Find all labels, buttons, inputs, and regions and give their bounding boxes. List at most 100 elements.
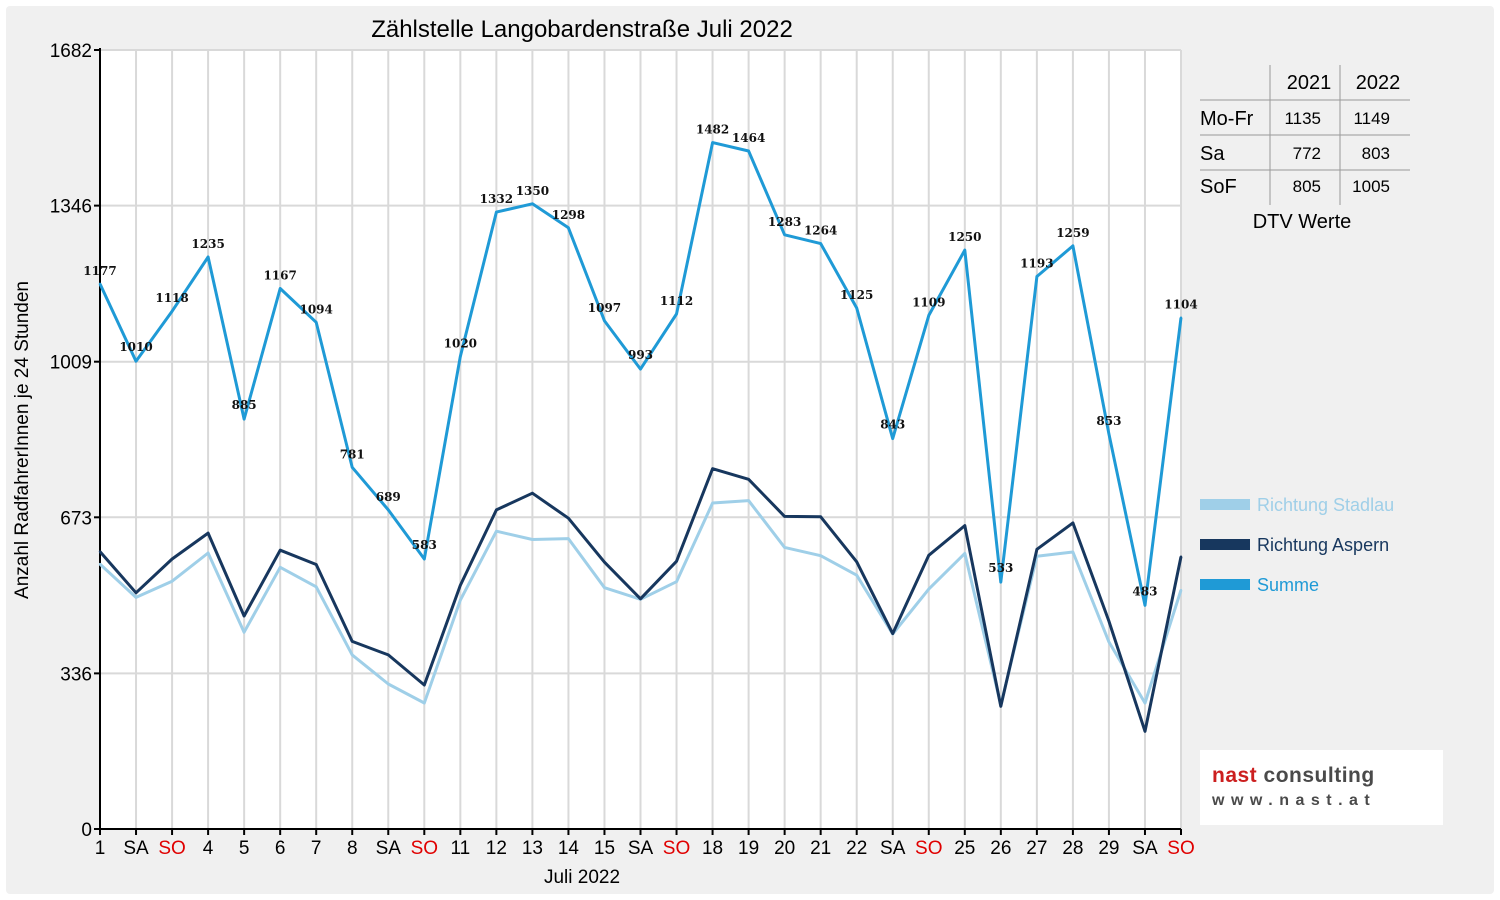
legend: Richtung Stadlau Richtung Aspern Summe xyxy=(1200,495,1394,595)
legend-label: Summe xyxy=(1257,575,1319,595)
x-tick-labels: 1 SA SO 4 5 6 7 8 SA SO 11 12 13 14 15 SA SO 18 19 20 21 22 SA… xyxy=(95,838,1195,859)
data-point-richtung-stadlau xyxy=(819,554,822,557)
data-point-richtung-stadlau xyxy=(206,551,210,555)
data-label: 1332 xyxy=(480,192,513,206)
table-cell: 1005 xyxy=(1352,177,1390,196)
data-point-summe xyxy=(423,557,426,561)
table-cell: 1149 xyxy=(1353,109,1390,128)
data-point-summe xyxy=(675,312,678,316)
x-tick-label: 14 xyxy=(558,838,580,859)
data-point-richtung-stadlau xyxy=(495,530,498,533)
data-label: 1193 xyxy=(1020,256,1053,270)
data-label: 583 xyxy=(412,538,437,552)
data-label: 853 xyxy=(1096,414,1121,428)
data-point-richtung-aspern xyxy=(495,508,498,512)
data-point-richtung-aspern xyxy=(999,705,1003,708)
x-tick-label: 4 xyxy=(203,838,214,859)
x-tick-label: SO xyxy=(158,838,185,859)
data-point-summe xyxy=(170,310,174,313)
data-point-richtung-aspern xyxy=(1143,730,1147,733)
data-point-richtung-stadlau xyxy=(1143,701,1147,705)
data-label: 1094 xyxy=(299,302,332,316)
data-point-richtung-aspern xyxy=(855,560,858,563)
data-point-richtung-stadlau xyxy=(459,599,462,602)
data-point-summe xyxy=(1107,432,1111,436)
x-tick-label: 6 xyxy=(275,838,286,859)
series-lines xyxy=(98,141,1183,733)
data-label: 1010 xyxy=(119,340,152,354)
data-point-summe xyxy=(98,282,102,286)
data-point-richtung-aspern xyxy=(675,560,678,563)
data-point-richtung-stadlau xyxy=(242,630,246,634)
x-tick-label: 26 xyxy=(990,838,1011,859)
data-point-richtung-aspern xyxy=(387,653,390,657)
x-tick-label: SA xyxy=(628,838,654,859)
table-row-label: Sa xyxy=(1200,143,1225,165)
data-point-summe xyxy=(1143,604,1147,607)
data-point-richtung-stadlau xyxy=(98,562,102,566)
x-axis-label: Juli 2022 xyxy=(544,867,620,888)
legend-label: Richtung Aspern xyxy=(1257,535,1389,555)
x-tick-label: 13 xyxy=(522,838,543,859)
axes xyxy=(94,48,1182,835)
data-label: 483 xyxy=(1132,584,1157,598)
data-point-richtung-aspern xyxy=(783,515,786,518)
data-point-richtung-aspern xyxy=(1179,555,1183,558)
table-cell: 805 xyxy=(1293,177,1321,196)
table-row-label: Mo-Fr xyxy=(1200,108,1254,130)
data-point-richtung-stadlau xyxy=(387,682,390,686)
data-point-summe xyxy=(639,367,642,371)
horizontal-gridlines xyxy=(100,49,1181,675)
x-tick-label: SO xyxy=(915,838,942,859)
data-point-richtung-aspern xyxy=(1071,521,1075,525)
data-point-richtung-stadlau xyxy=(711,501,714,505)
data-point-summe xyxy=(495,210,498,214)
data-point-richtung-aspern xyxy=(963,524,966,527)
data-point-richtung-stadlau xyxy=(1071,550,1075,554)
data-point-richtung-aspern xyxy=(567,517,570,520)
data-point-summe xyxy=(1035,275,1039,278)
data-point-richtung-aspern xyxy=(531,492,534,495)
legend-swatch xyxy=(1200,579,1250,590)
x-tick-label: 25 xyxy=(954,838,975,859)
data-label: 993 xyxy=(628,348,653,362)
data-label: 1167 xyxy=(263,269,296,283)
x-tick-label: SA xyxy=(880,838,906,859)
data-point-richtung-aspern xyxy=(170,557,174,561)
table-cell: 1135 xyxy=(1284,109,1321,128)
data-label: 1235 xyxy=(191,237,224,251)
data-point-summe xyxy=(1179,316,1183,319)
data-point-richtung-aspern xyxy=(242,614,246,618)
data-label: 843 xyxy=(880,418,905,432)
logo-line-1: nast consulting xyxy=(1212,764,1375,788)
data-label: 1298 xyxy=(552,208,585,222)
data-label: 1464 xyxy=(732,131,765,145)
table-header-cell: 2022 xyxy=(1356,72,1401,94)
x-tick-label: 19 xyxy=(738,838,759,859)
data-point-richtung-stadlau xyxy=(423,701,426,705)
data-label: 1097 xyxy=(588,301,621,315)
data-point-richtung-aspern xyxy=(351,640,354,643)
y-tick-label: 1682 xyxy=(50,41,92,62)
logo-website: www.nast.at xyxy=(1212,792,1377,809)
x-tick-label: 29 xyxy=(1098,838,1119,859)
data-point-richtung-aspern xyxy=(98,550,102,553)
data-label: 1259 xyxy=(1056,226,1089,240)
x-tick-label: 20 xyxy=(774,838,795,859)
data-point-richtung-aspern xyxy=(891,632,894,635)
x-tick-label: SA xyxy=(1132,838,1158,859)
data-point-richtung-stadlau xyxy=(1107,640,1111,644)
x-tick-label: 15 xyxy=(594,838,615,859)
data-label: 1283 xyxy=(768,215,801,229)
y-tick-labels: 0 336 673 1009 1346 1682 xyxy=(50,41,92,841)
data-point-richtung-stadlau xyxy=(1179,588,1183,592)
data-label: 1020 xyxy=(444,337,477,351)
data-label: 1177 xyxy=(83,264,116,278)
data-point-summe xyxy=(783,233,786,236)
table-header-cell: 2021 xyxy=(1287,72,1332,94)
data-point-richtung-aspern xyxy=(206,531,210,535)
x-tick-label: 22 xyxy=(846,838,867,859)
data-point-richtung-stadlau xyxy=(963,552,966,555)
x-tick-label: 28 xyxy=(1062,838,1083,859)
